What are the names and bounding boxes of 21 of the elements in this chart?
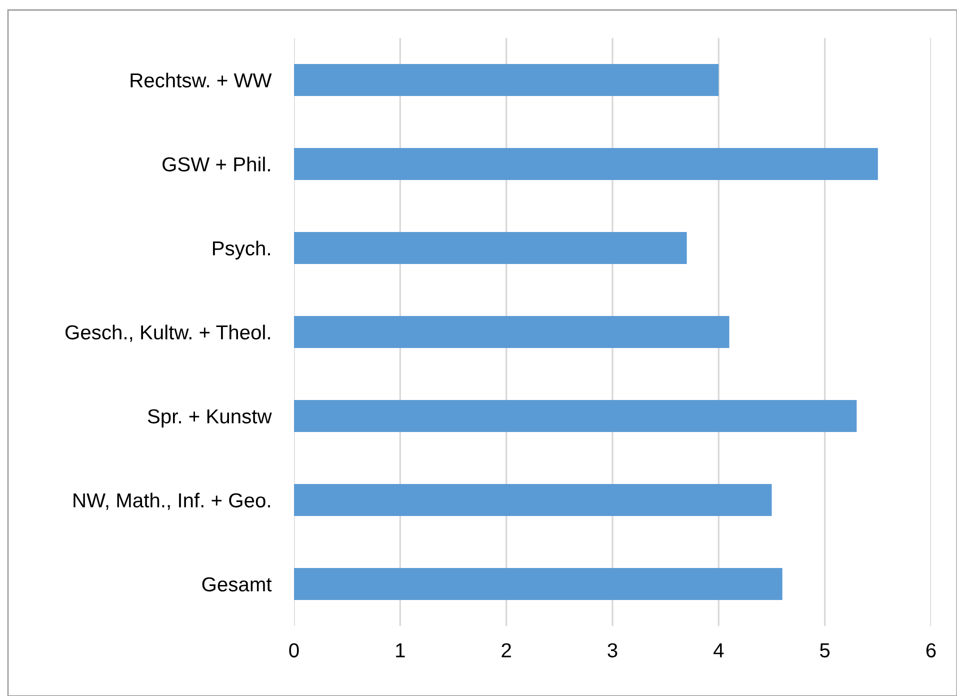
x-tick-label: 0 [289, 643, 299, 658]
bar [294, 568, 782, 600]
bar [294, 148, 878, 180]
x-tick-label: 5 [820, 643, 830, 658]
bar [294, 316, 730, 348]
x-tick-label: 2 [502, 643, 511, 658]
y-tick-label: NW, Math., Inf. + Geo. [74, 492, 270, 510]
x-tick-label: 6 [926, 643, 936, 658]
bar [294, 400, 857, 432]
x-tick-label: 3 [608, 643, 618, 658]
y-tick-label: Rechtsw. + WW [130, 72, 272, 88]
y-tick-label: Psych. [212, 240, 270, 260]
bar [294, 64, 719, 96]
x-tick-label: 1 [396, 643, 405, 658]
y-tick-label: GSW + Phil. [162, 156, 270, 172]
bar [294, 484, 772, 516]
y-tick-label: Gesch., Kultw. + Theol. [66, 324, 270, 342]
x-tick-label: 4 [714, 643, 724, 658]
y-tick-label: Spr. + Kunstw [148, 409, 272, 428]
bar [294, 232, 687, 264]
y-tick-label: Gesamt [202, 577, 272, 592]
